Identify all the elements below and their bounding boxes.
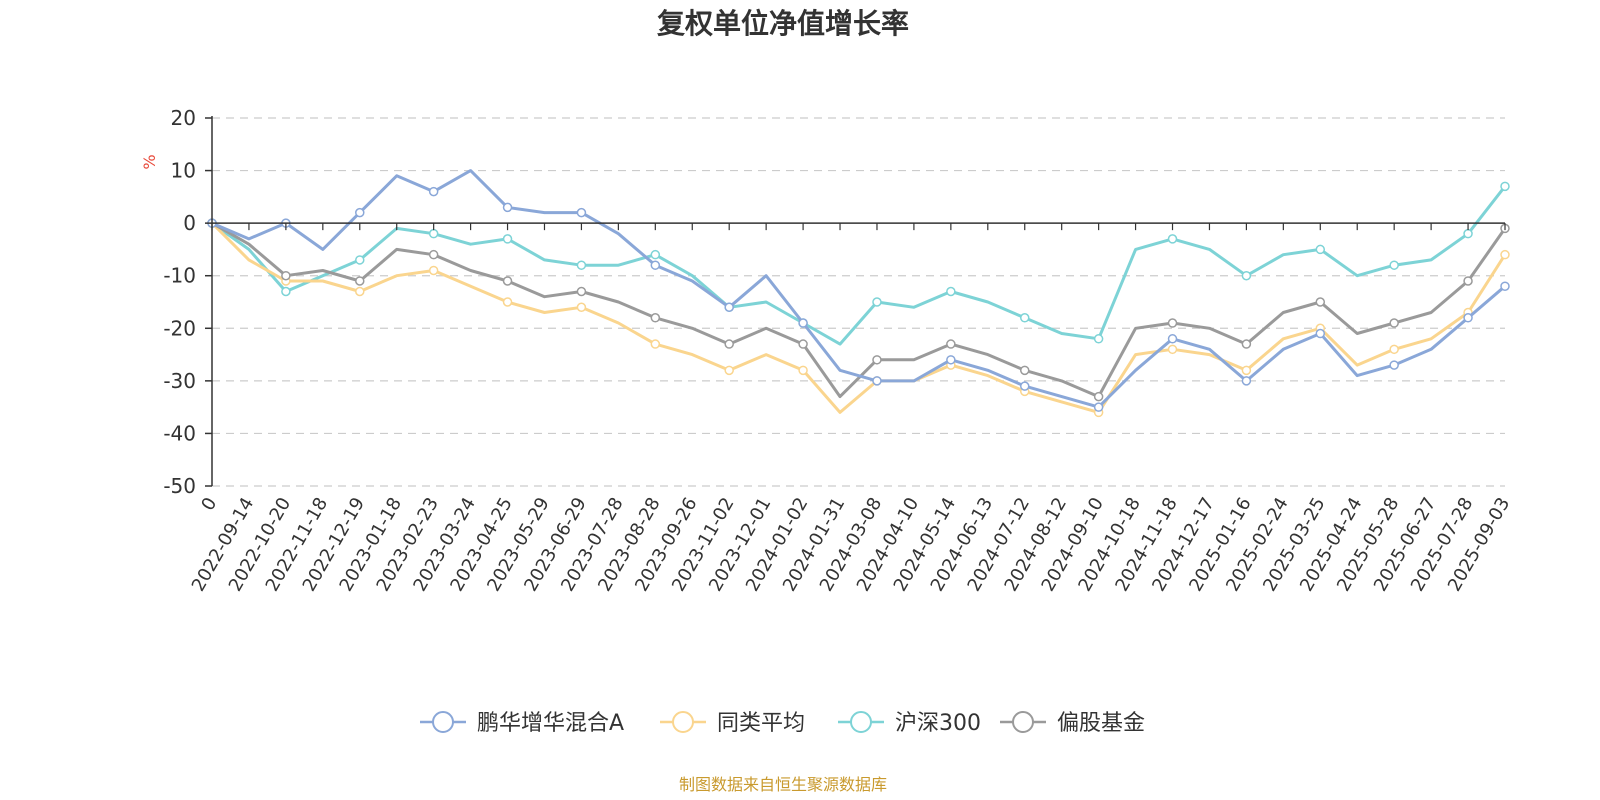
- data-point: [1389, 360, 1399, 370]
- legend-label: 偏股基金: [1057, 711, 1145, 736]
- legend-label: 鹏华增华混合A: [477, 711, 624, 736]
- data-point: [428, 249, 439, 260]
- data-point: [355, 207, 365, 218]
- data-point: [1019, 381, 1030, 391]
- data-point: [1167, 234, 1178, 244]
- data-point: [428, 186, 439, 197]
- y-tick-label: -30: [163, 369, 196, 393]
- axes: [211, 116, 1505, 486]
- data-point: [1241, 376, 1252, 386]
- data-point: [1241, 339, 1252, 349]
- grid-lines: [212, 117, 1505, 487]
- data-point: [1019, 313, 1030, 323]
- y-tick-label: 10: [171, 159, 196, 183]
- data-point: [428, 265, 439, 276]
- y-tick-label: -10: [163, 264, 196, 288]
- data-point: [650, 260, 661, 270]
- series-line: [210, 184, 1507, 346]
- data-point: [1167, 318, 1178, 328]
- legend-item[interactable]: 同类平均: [660, 711, 805, 736]
- data-point: [1389, 318, 1399, 328]
- data-point: [1093, 391, 1104, 402]
- x-tick-label: 0: [197, 494, 221, 514]
- y-tick-label: -50: [163, 474, 196, 498]
- data-point: [1315, 328, 1326, 339]
- legend-label: 沪深300: [895, 711, 981, 736]
- data-point: [576, 260, 587, 270]
- data-point: [502, 297, 513, 307]
- chart-title: 复权单位净值增长率: [657, 7, 909, 40]
- legend: 鹏华增华混合A 同类平均 沪深300 偏股基金: [420, 711, 1145, 736]
- data-point: [798, 339, 808, 349]
- y-tick-label: 20: [171, 106, 196, 130]
- data-point: [576, 286, 587, 297]
- legend-marker: [850, 711, 872, 733]
- data-point: [724, 365, 734, 376]
- legend-item[interactable]: 偏股基金: [1000, 711, 1145, 736]
- data-point: [946, 339, 956, 349]
- data-point: [1500, 181, 1510, 192]
- legend-item[interactable]: 沪深300: [838, 711, 981, 736]
- legend-label: 同类平均: [717, 711, 805, 736]
- series-lines: [207, 169, 1510, 418]
- series-line: [210, 221, 1507, 414]
- data-point: [650, 339, 661, 349]
- data-point: [872, 376, 882, 386]
- data-point: [724, 339, 734, 349]
- legend-marker: [432, 711, 454, 733]
- data-point: [1389, 260, 1399, 270]
- data-point: [1389, 344, 1399, 355]
- data-point: [355, 255, 365, 265]
- data-point: [650, 313, 661, 323]
- data-point: [1241, 270, 1252, 281]
- y-tick-label: -40: [163, 421, 196, 445]
- legend-item[interactable]: 鹏华增华混合A: [420, 711, 624, 736]
- data-point: [798, 318, 808, 328]
- data-point: [355, 286, 365, 297]
- data-point: [281, 270, 291, 281]
- legend-marker: [1012, 711, 1034, 733]
- data-point: [1093, 334, 1104, 344]
- data-point: [1167, 334, 1178, 344]
- data-point: [1315, 244, 1326, 255]
- data-point: [946, 355, 956, 365]
- data-point: [1463, 313, 1473, 323]
- data-point: [1500, 281, 1510, 291]
- y-axis-unit: %: [140, 154, 159, 169]
- data-point: [1500, 249, 1510, 260]
- data-point: [724, 302, 734, 313]
- data-point: [650, 249, 661, 260]
- data-point: [281, 286, 291, 297]
- data-point: [502, 234, 513, 244]
- data-point: [502, 276, 513, 286]
- series-line: [210, 169, 1507, 409]
- data-point: [1241, 365, 1252, 376]
- data-point: [1093, 402, 1104, 412]
- data-point: [355, 276, 365, 286]
- data-point: [872, 355, 882, 365]
- data-point: [946, 286, 956, 297]
- y-tick-label: -20: [163, 316, 196, 340]
- data-point: [502, 202, 513, 213]
- y-tick-label: 0: [183, 211, 196, 235]
- data-point: [1167, 344, 1178, 355]
- data-point: [1019, 365, 1030, 376]
- source-note: 制图数据来自恒生聚源数据库: [679, 775, 887, 794]
- legend-marker: [672, 711, 694, 733]
- data-point: [872, 297, 882, 307]
- data-point: [576, 302, 587, 313]
- data-point: [1463, 228, 1473, 239]
- data-point: [576, 207, 587, 218]
- data-point: [1315, 297, 1326, 307]
- data-point: [798, 365, 808, 376]
- data-point: [1463, 276, 1473, 286]
- series-line: [210, 221, 1507, 399]
- y-tick-labels: 20 10 0 -10 -20 -30 -40 -50: [163, 106, 212, 498]
- data-point: [428, 228, 439, 239]
